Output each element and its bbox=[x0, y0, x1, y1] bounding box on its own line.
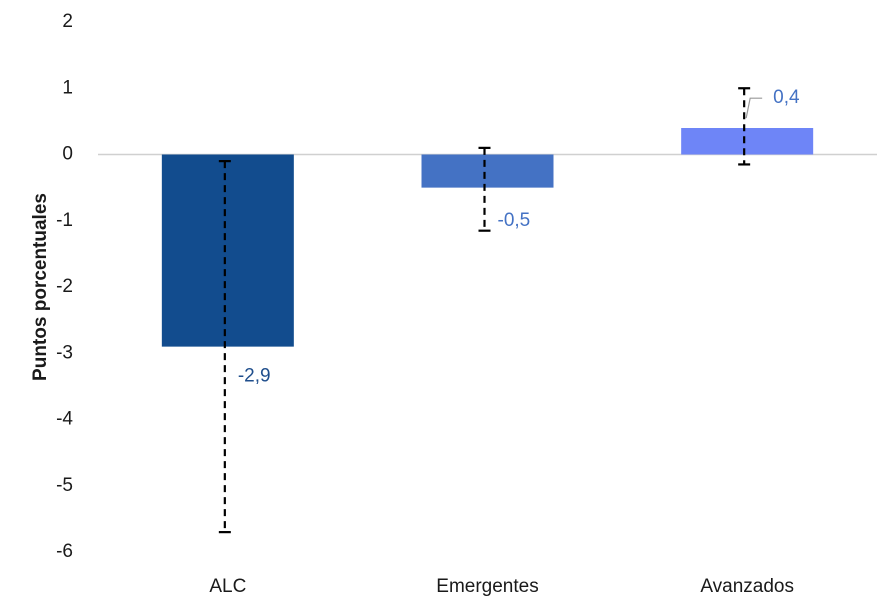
bar-avanzados bbox=[681, 128, 814, 155]
bar-emergentes bbox=[421, 154, 554, 188]
data-label: -0,5 bbox=[498, 210, 531, 231]
y-tick-label: 1 bbox=[62, 77, 73, 98]
y-tick-label: -2 bbox=[56, 276, 73, 297]
data-labels: -2,9 -0,5 0,4 bbox=[238, 87, 800, 386]
bar-alc bbox=[161, 154, 294, 347]
data-label: 0,4 bbox=[773, 87, 800, 108]
x-tick-label: ALC bbox=[209, 576, 246, 597]
x-tick-label: Emergentes bbox=[436, 576, 538, 597]
y-tick-label: -4 bbox=[56, 409, 73, 430]
data-label: -2,9 bbox=[238, 365, 271, 386]
error-bars bbox=[218, 87, 751, 534]
bars bbox=[161, 128, 814, 347]
x-tick-label: Avanzados bbox=[700, 576, 794, 597]
y-axis-tick-labels: 2 1 0 -1 -2 -3 -4 -5 -6 bbox=[56, 11, 73, 562]
error-bar-avanzados bbox=[738, 87, 751, 166]
y-tick-label: -3 bbox=[56, 342, 73, 363]
y-tick-label: 0 bbox=[62, 144, 73, 165]
y-tick-label: 2 bbox=[62, 11, 73, 32]
y-tick-label: -5 bbox=[56, 475, 73, 496]
y-tick-label: -1 bbox=[56, 210, 73, 231]
error-bar-emergentes bbox=[478, 146, 491, 232]
error-bar-alc bbox=[218, 160, 231, 534]
y-tick-label: -6 bbox=[56, 541, 73, 562]
x-axis-tick-labels: ALC Emergentes Avanzados bbox=[209, 576, 794, 597]
y-axis-label: Puntos porcentuales bbox=[30, 193, 51, 381]
label-leader-line bbox=[745, 97, 763, 119]
